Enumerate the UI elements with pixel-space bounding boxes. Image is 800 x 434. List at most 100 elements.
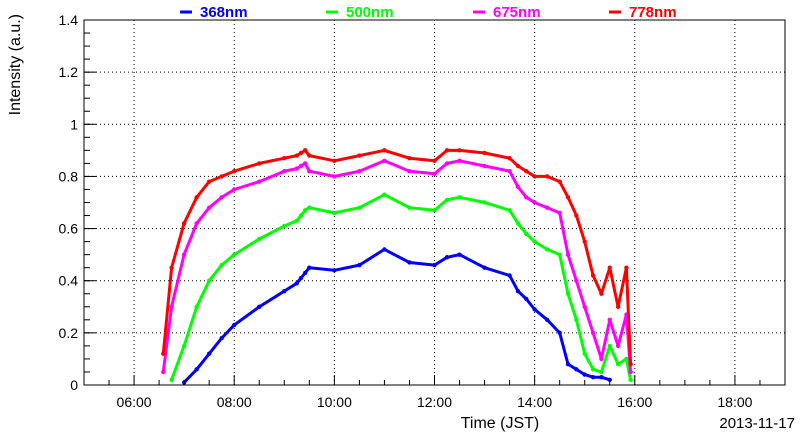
data-point xyxy=(515,221,521,226)
data-point xyxy=(590,374,596,380)
y-tick-label: 1 xyxy=(70,116,78,132)
data-point xyxy=(332,210,337,216)
data-point xyxy=(615,343,621,349)
data-point xyxy=(219,335,224,341)
data-point xyxy=(624,356,629,362)
data-point xyxy=(206,351,212,356)
y-tick-label: 0.4 xyxy=(59,273,79,289)
data-point xyxy=(599,369,604,375)
data-point xyxy=(257,304,262,309)
data-point xyxy=(532,200,537,205)
data-point xyxy=(169,304,174,309)
data-point xyxy=(257,161,262,166)
data-point xyxy=(628,377,633,382)
data-point xyxy=(532,307,537,312)
data-point xyxy=(444,197,450,203)
x-tick-label: 10:00 xyxy=(317,394,352,410)
data-point xyxy=(169,265,174,270)
data-point xyxy=(524,169,529,174)
data-point xyxy=(515,184,521,190)
data-point xyxy=(294,153,300,158)
data-point xyxy=(298,275,304,281)
data-point xyxy=(582,372,587,377)
data-point xyxy=(607,377,612,382)
data-point xyxy=(544,317,550,323)
data-point xyxy=(532,174,537,179)
data-point xyxy=(257,236,262,242)
data-point xyxy=(332,158,337,163)
data-point xyxy=(298,163,304,169)
data-point xyxy=(482,150,487,156)
data-point xyxy=(432,171,437,177)
data-point xyxy=(444,255,450,260)
data-point xyxy=(302,270,308,276)
data-point xyxy=(582,304,587,309)
data-point xyxy=(524,231,529,236)
data-point xyxy=(307,265,312,270)
data-point xyxy=(332,268,337,273)
data-point xyxy=(432,208,437,213)
data-point xyxy=(432,158,437,163)
data-point xyxy=(457,252,462,257)
data-point xyxy=(282,169,287,174)
data-point xyxy=(282,223,287,229)
series-line xyxy=(161,148,633,365)
data-point xyxy=(307,153,312,158)
x-tick-label: 08:00 xyxy=(217,394,252,410)
data-point xyxy=(607,317,612,323)
data-point xyxy=(507,155,512,161)
data-point xyxy=(574,213,579,218)
data-point xyxy=(294,281,300,286)
data-point xyxy=(444,148,450,153)
data-point xyxy=(582,351,587,356)
data-point xyxy=(206,205,212,210)
data-point xyxy=(161,351,166,356)
x-tick-label: 14:00 xyxy=(517,394,552,410)
data-point xyxy=(302,148,308,153)
data-point xyxy=(257,179,262,184)
y-tick-label: 0.2 xyxy=(59,325,79,341)
data-point xyxy=(357,205,362,210)
data-point xyxy=(432,262,437,268)
data-point xyxy=(457,148,462,153)
legend: 368nm 500nm 675nm 778nm xyxy=(180,4,677,21)
data-point xyxy=(194,367,199,372)
data-point xyxy=(565,361,571,367)
series-layer xyxy=(161,148,633,385)
data-point xyxy=(482,265,487,270)
data-point xyxy=(557,179,562,184)
data-point xyxy=(544,247,550,252)
legend-label: 675nm xyxy=(493,4,541,21)
data-point xyxy=(507,208,512,213)
data-point xyxy=(382,247,387,252)
data-point xyxy=(382,158,387,163)
axes: 06:00 08:00 10:00 12:00 14:00 16:00 18:00 0 0.2 0… xyxy=(59,12,786,410)
y-axis-title: Intensity (a.u.) xyxy=(7,14,24,115)
series-778nm xyxy=(161,148,633,367)
data-point xyxy=(607,343,612,349)
legend-label: 368nm xyxy=(200,4,248,21)
data-point xyxy=(590,273,596,278)
data-point xyxy=(294,218,300,223)
data-point xyxy=(444,161,450,166)
data-point xyxy=(624,265,629,270)
data-point xyxy=(294,166,300,171)
x-tick-label: 06:00 xyxy=(117,394,152,410)
data-point xyxy=(219,195,224,200)
data-point xyxy=(515,163,521,169)
data-point xyxy=(607,265,612,270)
series-500nm xyxy=(169,192,633,382)
data-point xyxy=(219,174,224,179)
data-point xyxy=(332,174,337,179)
data-point xyxy=(357,153,362,158)
series-368nm xyxy=(181,247,612,385)
data-point xyxy=(524,195,529,200)
data-point xyxy=(161,369,166,375)
data-point xyxy=(181,252,187,257)
data-point xyxy=(524,296,529,302)
legend-label: 500nm xyxy=(346,4,394,21)
data-point xyxy=(615,304,621,309)
data-point xyxy=(206,179,212,184)
series-line xyxy=(183,247,611,384)
